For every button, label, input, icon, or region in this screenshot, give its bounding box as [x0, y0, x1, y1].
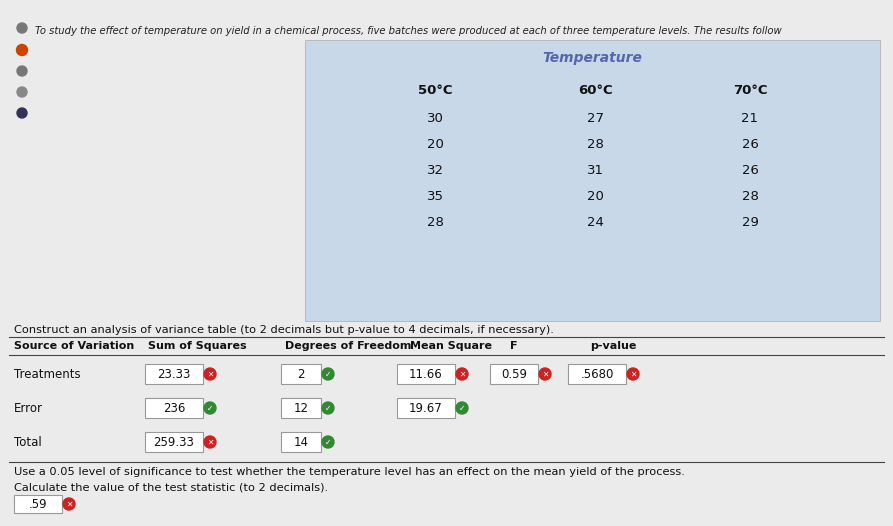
- Text: Total: Total: [14, 436, 42, 449]
- Text: 12: 12: [294, 401, 308, 414]
- Circle shape: [204, 402, 216, 414]
- Text: 26: 26: [741, 164, 758, 177]
- Text: 28: 28: [587, 137, 604, 150]
- Text: .59: .59: [29, 498, 47, 511]
- Circle shape: [17, 45, 27, 55]
- FancyBboxPatch shape: [145, 398, 203, 418]
- Text: 0.59: 0.59: [501, 368, 527, 380]
- Circle shape: [456, 402, 468, 414]
- Text: 20: 20: [427, 137, 444, 150]
- Text: Treatments: Treatments: [14, 368, 80, 380]
- Text: 28: 28: [427, 216, 444, 228]
- Circle shape: [17, 87, 27, 97]
- Text: ✕: ✕: [66, 500, 72, 509]
- FancyBboxPatch shape: [305, 40, 880, 321]
- Text: To study the effect of temperature on yield in a chemical process, five batches : To study the effect of temperature on yi…: [35, 26, 781, 36]
- Text: p-value: p-value: [590, 341, 637, 351]
- Circle shape: [322, 368, 334, 380]
- FancyBboxPatch shape: [281, 432, 321, 452]
- Text: F: F: [510, 341, 518, 351]
- Text: 19.67: 19.67: [409, 401, 443, 414]
- FancyBboxPatch shape: [145, 432, 203, 452]
- Text: 60°C: 60°C: [578, 84, 613, 96]
- Text: 27: 27: [587, 112, 604, 125]
- Circle shape: [322, 402, 334, 414]
- Text: ✓: ✓: [325, 403, 331, 412]
- FancyBboxPatch shape: [490, 364, 538, 384]
- Text: ✕: ✕: [207, 369, 213, 379]
- Text: 30: 30: [427, 112, 444, 125]
- Circle shape: [17, 108, 27, 118]
- Circle shape: [456, 368, 468, 380]
- Text: 28: 28: [741, 189, 758, 203]
- Text: 236: 236: [163, 401, 185, 414]
- Text: 20: 20: [587, 189, 604, 203]
- Text: 35: 35: [427, 189, 444, 203]
- Circle shape: [204, 368, 216, 380]
- Text: Sum of Squares: Sum of Squares: [148, 341, 246, 351]
- Circle shape: [17, 66, 27, 76]
- Text: 70°C: 70°C: [733, 84, 767, 96]
- Circle shape: [63, 498, 75, 510]
- Circle shape: [204, 436, 216, 448]
- FancyBboxPatch shape: [281, 364, 321, 384]
- Circle shape: [322, 436, 334, 448]
- Text: 259.33: 259.33: [154, 436, 195, 449]
- Text: Temperature: Temperature: [543, 51, 642, 65]
- Text: 2: 2: [297, 368, 305, 380]
- Text: 50°C: 50°C: [418, 84, 452, 96]
- Text: 31: 31: [587, 164, 604, 177]
- Text: 24: 24: [587, 216, 604, 228]
- Text: .5680: .5680: [580, 368, 613, 380]
- Text: ✓: ✓: [459, 403, 465, 412]
- Text: 21: 21: [741, 112, 758, 125]
- Text: Mean Square: Mean Square: [410, 341, 492, 351]
- Text: 26: 26: [741, 137, 758, 150]
- Text: Calculate the value of the test statistic (to 2 decimals).: Calculate the value of the test statisti…: [14, 483, 328, 493]
- FancyBboxPatch shape: [568, 364, 626, 384]
- FancyBboxPatch shape: [281, 398, 321, 418]
- FancyBboxPatch shape: [397, 364, 455, 384]
- FancyBboxPatch shape: [397, 398, 455, 418]
- Text: 11.66: 11.66: [409, 368, 443, 380]
- Text: ✕: ✕: [630, 369, 636, 379]
- Text: ✕: ✕: [459, 369, 465, 379]
- Text: Use a 0.05 level of significance to test whether the temperature level has an ef: Use a 0.05 level of significance to test…: [14, 467, 685, 477]
- Text: ✕: ✕: [207, 438, 213, 447]
- FancyBboxPatch shape: [145, 364, 203, 384]
- Text: Degrees of Freedom: Degrees of Freedom: [285, 341, 412, 351]
- Text: 14: 14: [294, 436, 308, 449]
- Text: ✓: ✓: [325, 369, 331, 379]
- Circle shape: [17, 23, 27, 33]
- Text: ✓: ✓: [207, 403, 213, 412]
- Text: 23.33: 23.33: [157, 368, 191, 380]
- Text: ✓: ✓: [325, 438, 331, 447]
- Text: ✕: ✕: [542, 369, 548, 379]
- Text: 32: 32: [427, 164, 444, 177]
- Circle shape: [539, 368, 551, 380]
- FancyBboxPatch shape: [14, 495, 62, 513]
- Circle shape: [16, 45, 28, 56]
- Text: Source of Variation: Source of Variation: [14, 341, 134, 351]
- Text: 29: 29: [741, 216, 758, 228]
- Circle shape: [627, 368, 639, 380]
- Text: Error: Error: [14, 401, 43, 414]
- Text: Construct an analysis of variance table (to 2 decimals but p-value to 4 decimals: Construct an analysis of variance table …: [14, 325, 554, 335]
